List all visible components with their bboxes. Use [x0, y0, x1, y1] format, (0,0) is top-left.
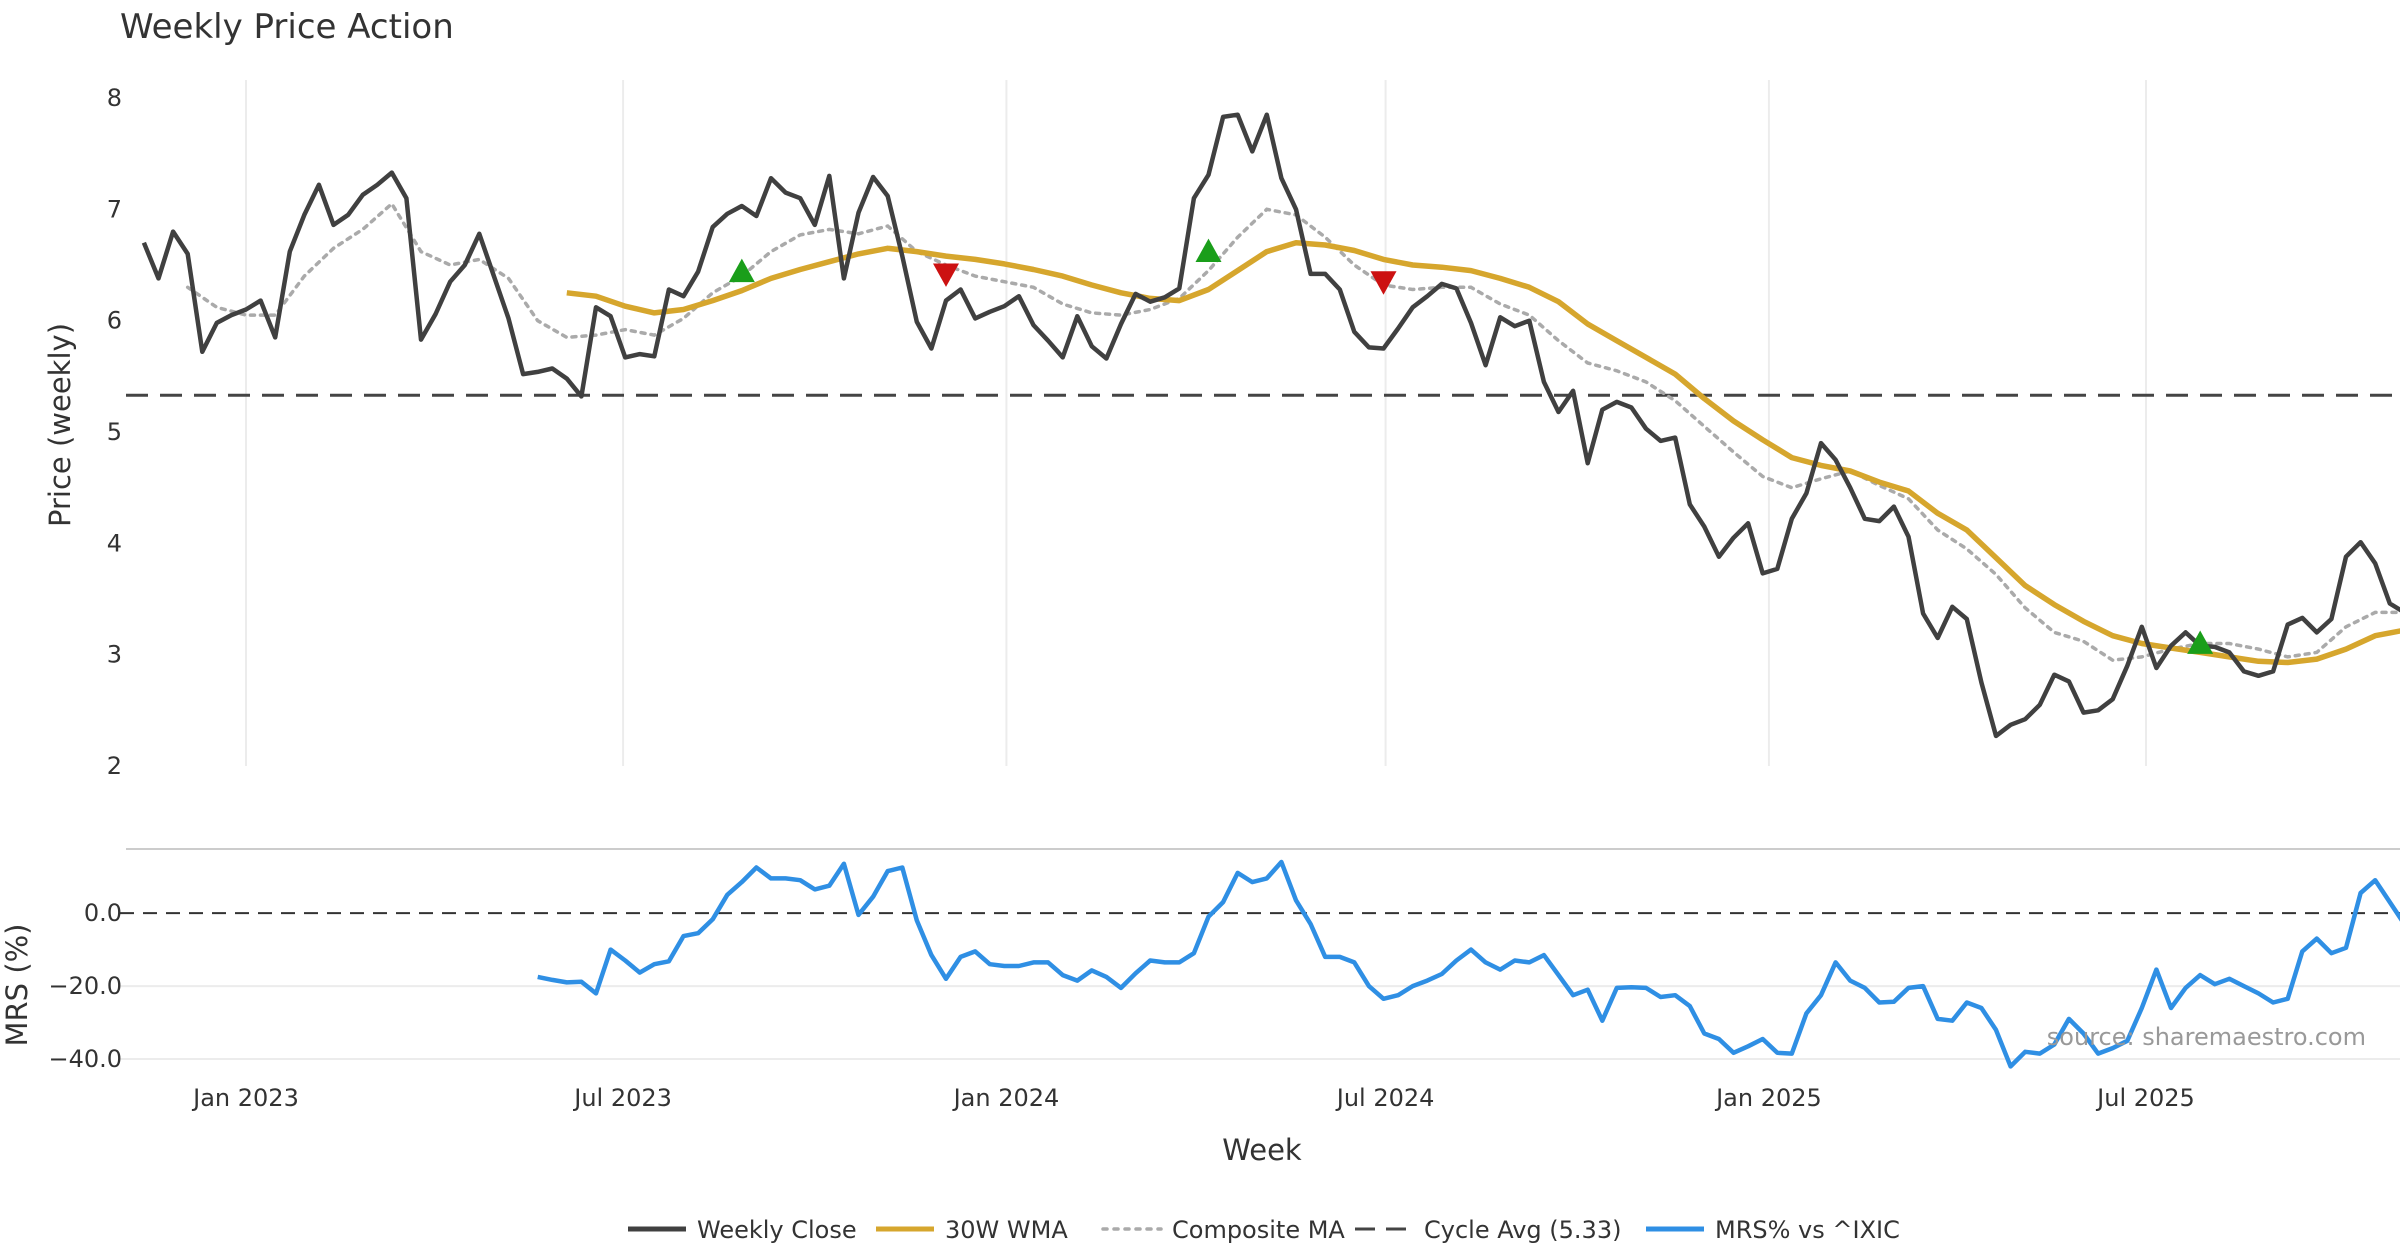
price-y-tick-label: 6 — [107, 307, 122, 335]
x-axis-ticks: Jan 2023 Jul 2023 Jan 2024 Jul 2024 Jan 2025… — [191, 1084, 2195, 1112]
price-y-tick-label: 2 — [107, 752, 122, 780]
legend-item: MRS% vs ^IXIC — [1646, 1216, 1900, 1244]
chart-title: Weekly Price Action — [120, 7, 454, 47]
legend-label: Weekly Close — [697, 1216, 857, 1244]
mrs-line — [537, 859, 2400, 1069]
price-grid — [245, 80, 2147, 766]
legend-item: Composite MA — [1101, 1216, 1345, 1244]
sell-signal-marker — [1370, 271, 1397, 295]
weekly-close-line — [141, 112, 2400, 739]
x-axis-label: Week — [1222, 1133, 1302, 1167]
price-y-axis-label: Price (weekly) — [43, 323, 77, 527]
legend-label: 30W WMA — [945, 1216, 1068, 1244]
composite-ma-line — [185, 201, 2400, 663]
price-y-tick-label: 7 — [107, 195, 122, 223]
source-attribution: source: sharemaestro.com — [2047, 1023, 2366, 1051]
mrs-y-tick-label: −40.0 — [48, 1045, 122, 1073]
x-tick-label: Jan 2023 — [191, 1084, 299, 1112]
x-tick-label: Jan 2024 — [952, 1084, 1060, 1112]
price-series — [126, 112, 2400, 739]
mrs-y-tick-label: 0.0 — [84, 899, 122, 927]
x-tick-label: Jul 2023 — [572, 1084, 672, 1112]
legend-item: Weekly Close — [628, 1216, 857, 1244]
signal-markers — [728, 238, 2214, 654]
x-tick-label: Jul 2024 — [1335, 1084, 1435, 1112]
mrs-y-axis: 0.0 −20.0 −40.0 — [48, 899, 122, 1073]
chart-legend: Weekly Close 30W WMA Composite MA Cycle Avg… — [628, 1216, 1900, 1244]
price-y-tick-label: 4 — [107, 529, 122, 557]
buy-signal-marker — [2187, 630, 2214, 654]
price-y-tick-label: 3 — [107, 641, 122, 669]
price-y-tick-label: 8 — [107, 84, 122, 112]
mrs-y-tick-label: −20.0 — [48, 972, 122, 1000]
buy-signal-marker — [728, 258, 755, 283]
wma-30w-line — [566, 239, 2400, 666]
sell-signal-marker — [933, 263, 959, 287]
price-y-tick-label: 5 — [107, 418, 122, 446]
legend-label: Composite MA — [1172, 1216, 1345, 1244]
mrs-series — [120, 859, 2400, 1069]
buy-signal-marker — [1195, 238, 1222, 263]
mrs-y-axis-label: MRS (%) — [0, 924, 34, 1047]
price-y-axis: 2 3 4 5 6 7 8 — [107, 84, 122, 780]
legend-item: Cycle Avg (5.33) — [1355, 1216, 1621, 1244]
x-tick-label: Jan 2025 — [1714, 1084, 1822, 1112]
legend-item: 30W WMA — [876, 1216, 1068, 1244]
legend-label: Cycle Avg (5.33) — [1424, 1216, 1621, 1244]
x-tick-label: Jul 2025 — [2095, 1084, 2195, 1112]
legend-label: MRS% vs ^IXIC — [1715, 1216, 1900, 1244]
